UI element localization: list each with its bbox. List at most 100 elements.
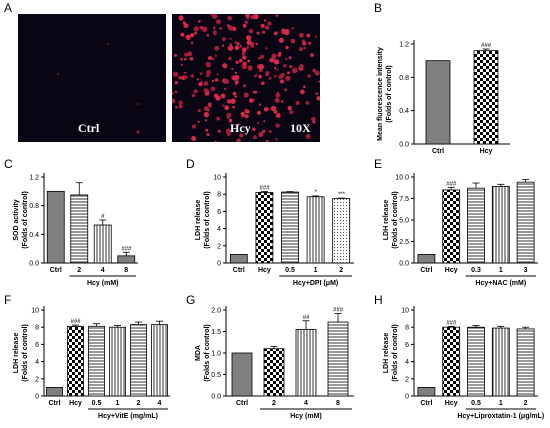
fluorescence-speck: [183, 75, 188, 80]
bar-d: [306, 196, 325, 264]
y-tick-label-f: 10: [31, 308, 39, 315]
fluorescence-speck: [215, 95, 221, 101]
panel-letter-e: E: [374, 157, 383, 171]
fluorescence-speck: [244, 20, 248, 25]
fluorescence-speck: [263, 107, 269, 112]
y-axis-label-f: (Folds of control): [22, 324, 29, 382]
group-label-c: Hcy (mM): [87, 280, 119, 287]
bar-c: [117, 255, 136, 264]
y-tick-label-g: 0.0: [211, 394, 221, 401]
y-tick-label-d: 10: [213, 175, 221, 182]
x-tick-label-f: 1: [116, 400, 120, 407]
fluorescence-speck: [262, 129, 266, 133]
x-tick-label-d: Hcy: [258, 267, 271, 274]
y-tick-label-g: 2.0: [211, 308, 221, 315]
fluorescence-speck: [253, 135, 257, 140]
y-axis-label-c: (Folds of control): [22, 191, 29, 249]
y-axis-label-h: (Folds of control): [392, 324, 399, 382]
fluorescence-speck: [257, 121, 260, 124]
bar-h: [467, 326, 485, 397]
fluorescence-speck: [200, 80, 203, 83]
x-tick-label-d: 1: [314, 267, 318, 274]
x-tick-label-h: 1: [499, 400, 503, 407]
fluorescence-speck: [310, 53, 314, 57]
fluorescence-speck: [273, 31, 278, 36]
bar-g: [231, 352, 253, 397]
x-tick-label-f: 4: [158, 400, 162, 407]
fluorescence-speck: [283, 64, 287, 68]
fluorescence-speck: [289, 110, 294, 115]
significance-label-g: ##: [303, 315, 310, 321]
fluorescence-speck: [206, 133, 210, 136]
fluorescence-speck: [232, 105, 235, 109]
fluorescence-speck: [256, 110, 262, 115]
bar-d: [255, 192, 274, 264]
fluorescence-speck: [261, 81, 265, 85]
fluorescence-speck: [178, 15, 184, 21]
bar-e: [516, 181, 535, 264]
group-label-d: Hcy+DPI (μM): [293, 280, 338, 287]
fluorescence-speck: [191, 93, 196, 98]
significance-label-h: ###: [446, 320, 457, 326]
y-tick-label-b: 0.0: [399, 142, 409, 149]
fluorescence-speck: [307, 74, 311, 78]
y-tick-label-b: 1.2: [399, 42, 409, 49]
fluorescence-speck: [254, 90, 258, 94]
significance-label-g: ###: [333, 307, 344, 313]
fluorescence-speck: [180, 63, 183, 66]
bar-e: [442, 189, 461, 264]
fluorescence-speck: [223, 78, 229, 84]
fluorescence-speck: [214, 54, 217, 57]
fluorescence-speck: [285, 57, 288, 61]
fluorescence-speck: [203, 111, 210, 118]
y-tick-label-d: 4: [217, 226, 221, 233]
fluorescence-speck: [239, 58, 243, 63]
bar-d: [281, 191, 299, 264]
fluorescence-speck: [209, 71, 212, 74]
x-tick-label-c: 2: [77, 267, 81, 274]
x-tick-label-c: 4: [101, 267, 105, 274]
fluorescence-speck: [276, 68, 279, 71]
fluorescence-speck: [172, 92, 174, 95]
bar-c: [93, 224, 112, 264]
x-tick-label-f: Hcy: [69, 400, 82, 407]
fluorescence-speck: [205, 128, 209, 132]
significance-label-e: ###: [446, 181, 457, 187]
bar-e: [491, 186, 510, 264]
fluorescence-speck: [236, 138, 241, 142]
fluorescence-speck: [305, 134, 311, 139]
fluorescence-speck: [258, 131, 264, 137]
fluorescence-speck: [301, 39, 306, 43]
fluorescence-speck: [178, 100, 183, 105]
fluorescence-speck: [222, 104, 225, 107]
fluorescence-speck: [262, 30, 266, 34]
fluorescence-speck: [264, 25, 270, 30]
x-tick-label-h: 0.5: [471, 400, 481, 407]
significance-label-d: *: [314, 190, 317, 196]
y-tick-label-h: 10: [401, 308, 409, 315]
fluorescence-speck: [305, 101, 310, 105]
fluorescence-speck: [232, 91, 237, 96]
fluorescence-speck: [318, 80, 320, 83]
fluorescence-speck: [211, 14, 218, 19]
x-tick-label-h: Hcy: [445, 400, 458, 407]
panel-letter-c: C: [4, 157, 13, 171]
fluorescence-speck: [204, 119, 208, 122]
fluorescence-speck: [174, 90, 178, 94]
panel-letter-g: G: [186, 293, 196, 307]
bar-h: [516, 328, 535, 397]
fluorescence-speck: [273, 59, 280, 65]
fluorescence-speck: [206, 34, 210, 37]
fluorescence-speck: [249, 98, 254, 103]
bar-b: [425, 60, 451, 145]
bar-g: [327, 321, 349, 397]
group-label-h: Hcy+Liproxtatin-1 (μg/mL): [457, 413, 544, 420]
y-tick-label-f: 8: [35, 325, 39, 332]
fluorescence-speck: [246, 40, 252, 46]
fluorescence-speck: [276, 91, 280, 95]
y-tick-label-h: 2: [405, 376, 409, 383]
fluorescence-speck: [285, 45, 289, 50]
fluorescence-speck: [221, 37, 226, 41]
y-tick-label-b: 0.4: [399, 108, 409, 115]
